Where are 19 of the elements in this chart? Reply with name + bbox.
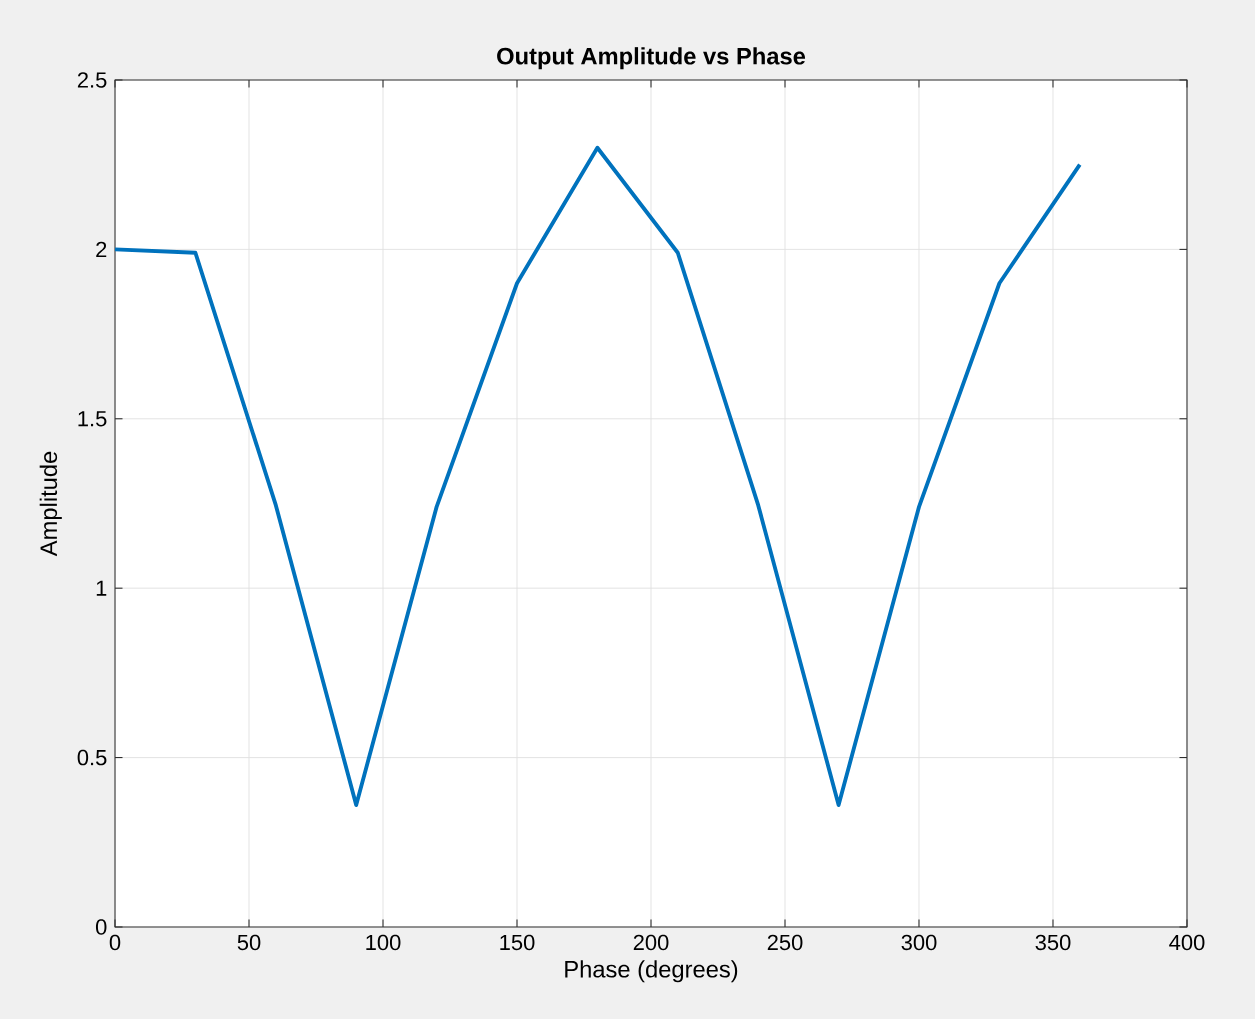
x-tick-label: 200	[633, 934, 669, 951]
x-tick-label: 250	[767, 934, 803, 951]
y-tick-label: 0.5	[77, 749, 107, 766]
x-tick-label: 100	[366, 934, 401, 951]
y-tick-label: 1.5	[78, 411, 107, 427]
x-tick-label: 400	[1169, 934, 1205, 951]
x-tick-label: 150	[500, 934, 535, 951]
y-tick-label: 2	[96, 241, 107, 258]
y-tick-label: 0	[95, 919, 107, 935]
line-series	[115, 145, 1082, 807]
y-tick-label: 1	[96, 580, 107, 596]
chart-title: Output Amplitude vs Phase	[497, 47, 806, 70]
x-tick-label: 300	[901, 934, 937, 951]
x-tick-label: 50	[237, 934, 261, 951]
x-axis-title: Phase (degrees)	[565, 960, 738, 983]
x-tick-label: 0	[109, 934, 121, 951]
y-axis-title: Amplitude	[39, 451, 62, 557]
x-tick-label: 350	[1035, 934, 1071, 951]
y-tick-label: 2.5	[77, 72, 107, 88]
